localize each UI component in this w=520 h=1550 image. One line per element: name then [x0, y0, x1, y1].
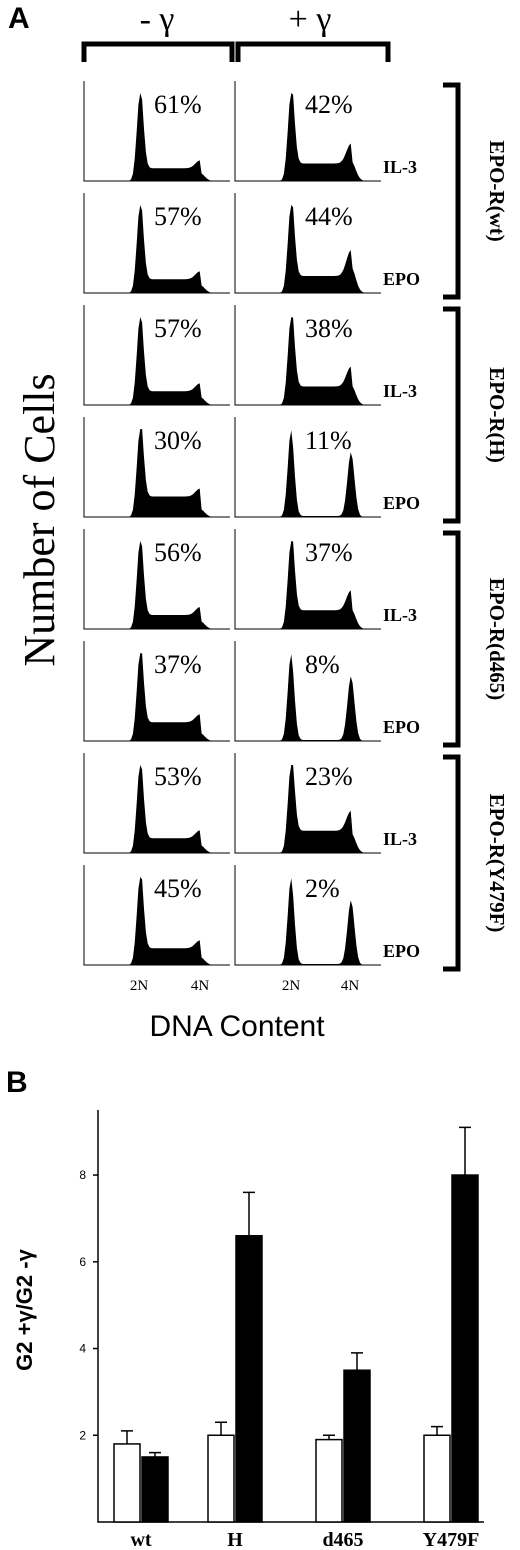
bar-H-open	[207, 1434, 235, 1523]
column-header-plus-gamma: + γ	[289, 1, 332, 38]
bar-wt-filled	[141, 1456, 169, 1523]
group-bracket-0	[443, 82, 461, 300]
bar-H-filled	[235, 1235, 263, 1523]
percent-label-3-1-minus: 45%	[154, 874, 202, 903]
panel-a-histograms: 61% 42% IL-3 57% 44% EPO EPO-R(wt) 57% 38% IL-3 30…	[81, 41, 509, 972]
x-tick-2n-minus: 2N	[130, 978, 149, 994]
category-label-d465: d465	[322, 1529, 363, 1550]
group-label-0: EPO-R(wt)	[485, 140, 509, 241]
panel-a-label: A	[8, 2, 30, 35]
x-tick-4n-minus: 4N	[191, 978, 210, 994]
histogram-1-1-minus	[92, 429, 222, 517]
category-label-Y479F: Y479F	[423, 1529, 480, 1550]
y-tick-label-8: 8	[79, 1168, 86, 1182]
column-bracket-minus-gamma	[81, 41, 235, 62]
column-bracket-plus-gamma	[235, 41, 391, 62]
percent-label-3-0-plus: 23%	[305, 762, 353, 791]
x-axis-label: DNA Content	[149, 1010, 325, 1043]
bar-d465-filled	[343, 1369, 371, 1523]
percent-label-0-1-minus: 57%	[154, 202, 202, 231]
histogram-1-0-plus	[243, 317, 373, 405]
group-bracket-3	[443, 754, 461, 972]
error-bar-d465-open	[323, 1434, 335, 1440]
y-tick-label-2: 2	[79, 1428, 86, 1442]
histogram-2-1-minus	[92, 653, 222, 741]
percent-label-0-1-plus: 44%	[305, 202, 353, 231]
bar-Y479F-filled	[451, 1174, 479, 1523]
x-tick-2n-plus: 2N	[282, 978, 301, 994]
percent-label-1-0-plus: 38%	[305, 314, 353, 343]
percent-label-3-1-plus: 2%	[305, 874, 340, 903]
histogram-3-0-plus	[243, 765, 373, 853]
factor-label-2-0: IL-3	[383, 605, 417, 625]
percent-label-2-0-plus: 37%	[305, 538, 353, 567]
factor-label-3-1: EPO	[383, 941, 420, 961]
percent-label-1-1-plus: 11%	[305, 426, 352, 455]
error-bar-d465-filled	[351, 1352, 363, 1371]
panel-b-label: B	[6, 1066, 28, 1099]
percent-label-0-0-plus: 42%	[305, 90, 353, 119]
factor-label-1-1: EPO	[383, 493, 420, 513]
group-label-2: EPO-R(d465)	[485, 578, 509, 701]
error-bar-wt-filled	[149, 1451, 161, 1457]
error-bar-Y479F-open	[431, 1425, 443, 1436]
bar-wt-open	[113, 1443, 141, 1523]
y-axis-label: Number of Cells	[15, 373, 64, 666]
group-bracket-1	[443, 306, 461, 524]
factor-label-2-1: EPO	[383, 717, 420, 737]
bar-d465-open	[315, 1438, 343, 1523]
group-bracket-2	[443, 530, 461, 748]
percent-label-1-1-minus: 30%	[154, 426, 202, 455]
error-bar-wt-open	[121, 1430, 133, 1444]
percent-label-0-0-minus: 61%	[154, 90, 202, 119]
group-label-1: EPO-R(H)	[485, 367, 509, 463]
factor-label-1-0: IL-3	[383, 381, 417, 401]
percent-label-1-0-minus: 57%	[154, 314, 202, 343]
category-label-wt: wt	[130, 1529, 151, 1550]
y-tick-label-6: 6	[79, 1255, 86, 1269]
factor-label-0-1: EPO	[383, 269, 420, 289]
percent-label-2-1-plus: 8%	[305, 650, 340, 679]
percent-label-3-0-minus: 53%	[154, 762, 202, 791]
error-bar-H-open	[215, 1421, 227, 1436]
factor-label-3-0: IL-3	[383, 829, 417, 849]
error-bar-Y479F-filled	[459, 1126, 471, 1176]
percent-label-2-0-minus: 56%	[154, 538, 202, 567]
percent-label-2-1-minus: 37%	[154, 650, 202, 679]
factor-label-0-0: IL-3	[383, 157, 417, 177]
histogram-2-0-plus	[243, 541, 373, 629]
category-label-H: H	[227, 1529, 243, 1550]
panel-b-y-axis-label: G2 +γ/G2 -γ	[12, 1248, 37, 1370]
bar-Y479F-open	[423, 1434, 451, 1523]
error-bar-H-filled	[243, 1191, 255, 1236]
column-header-minus-gamma: - γ	[140, 1, 175, 38]
y-tick-label-4: 4	[79, 1342, 86, 1356]
x-tick-4n-plus: 4N	[341, 978, 360, 994]
group-label-3: EPO-R(Y479F)	[485, 794, 509, 933]
